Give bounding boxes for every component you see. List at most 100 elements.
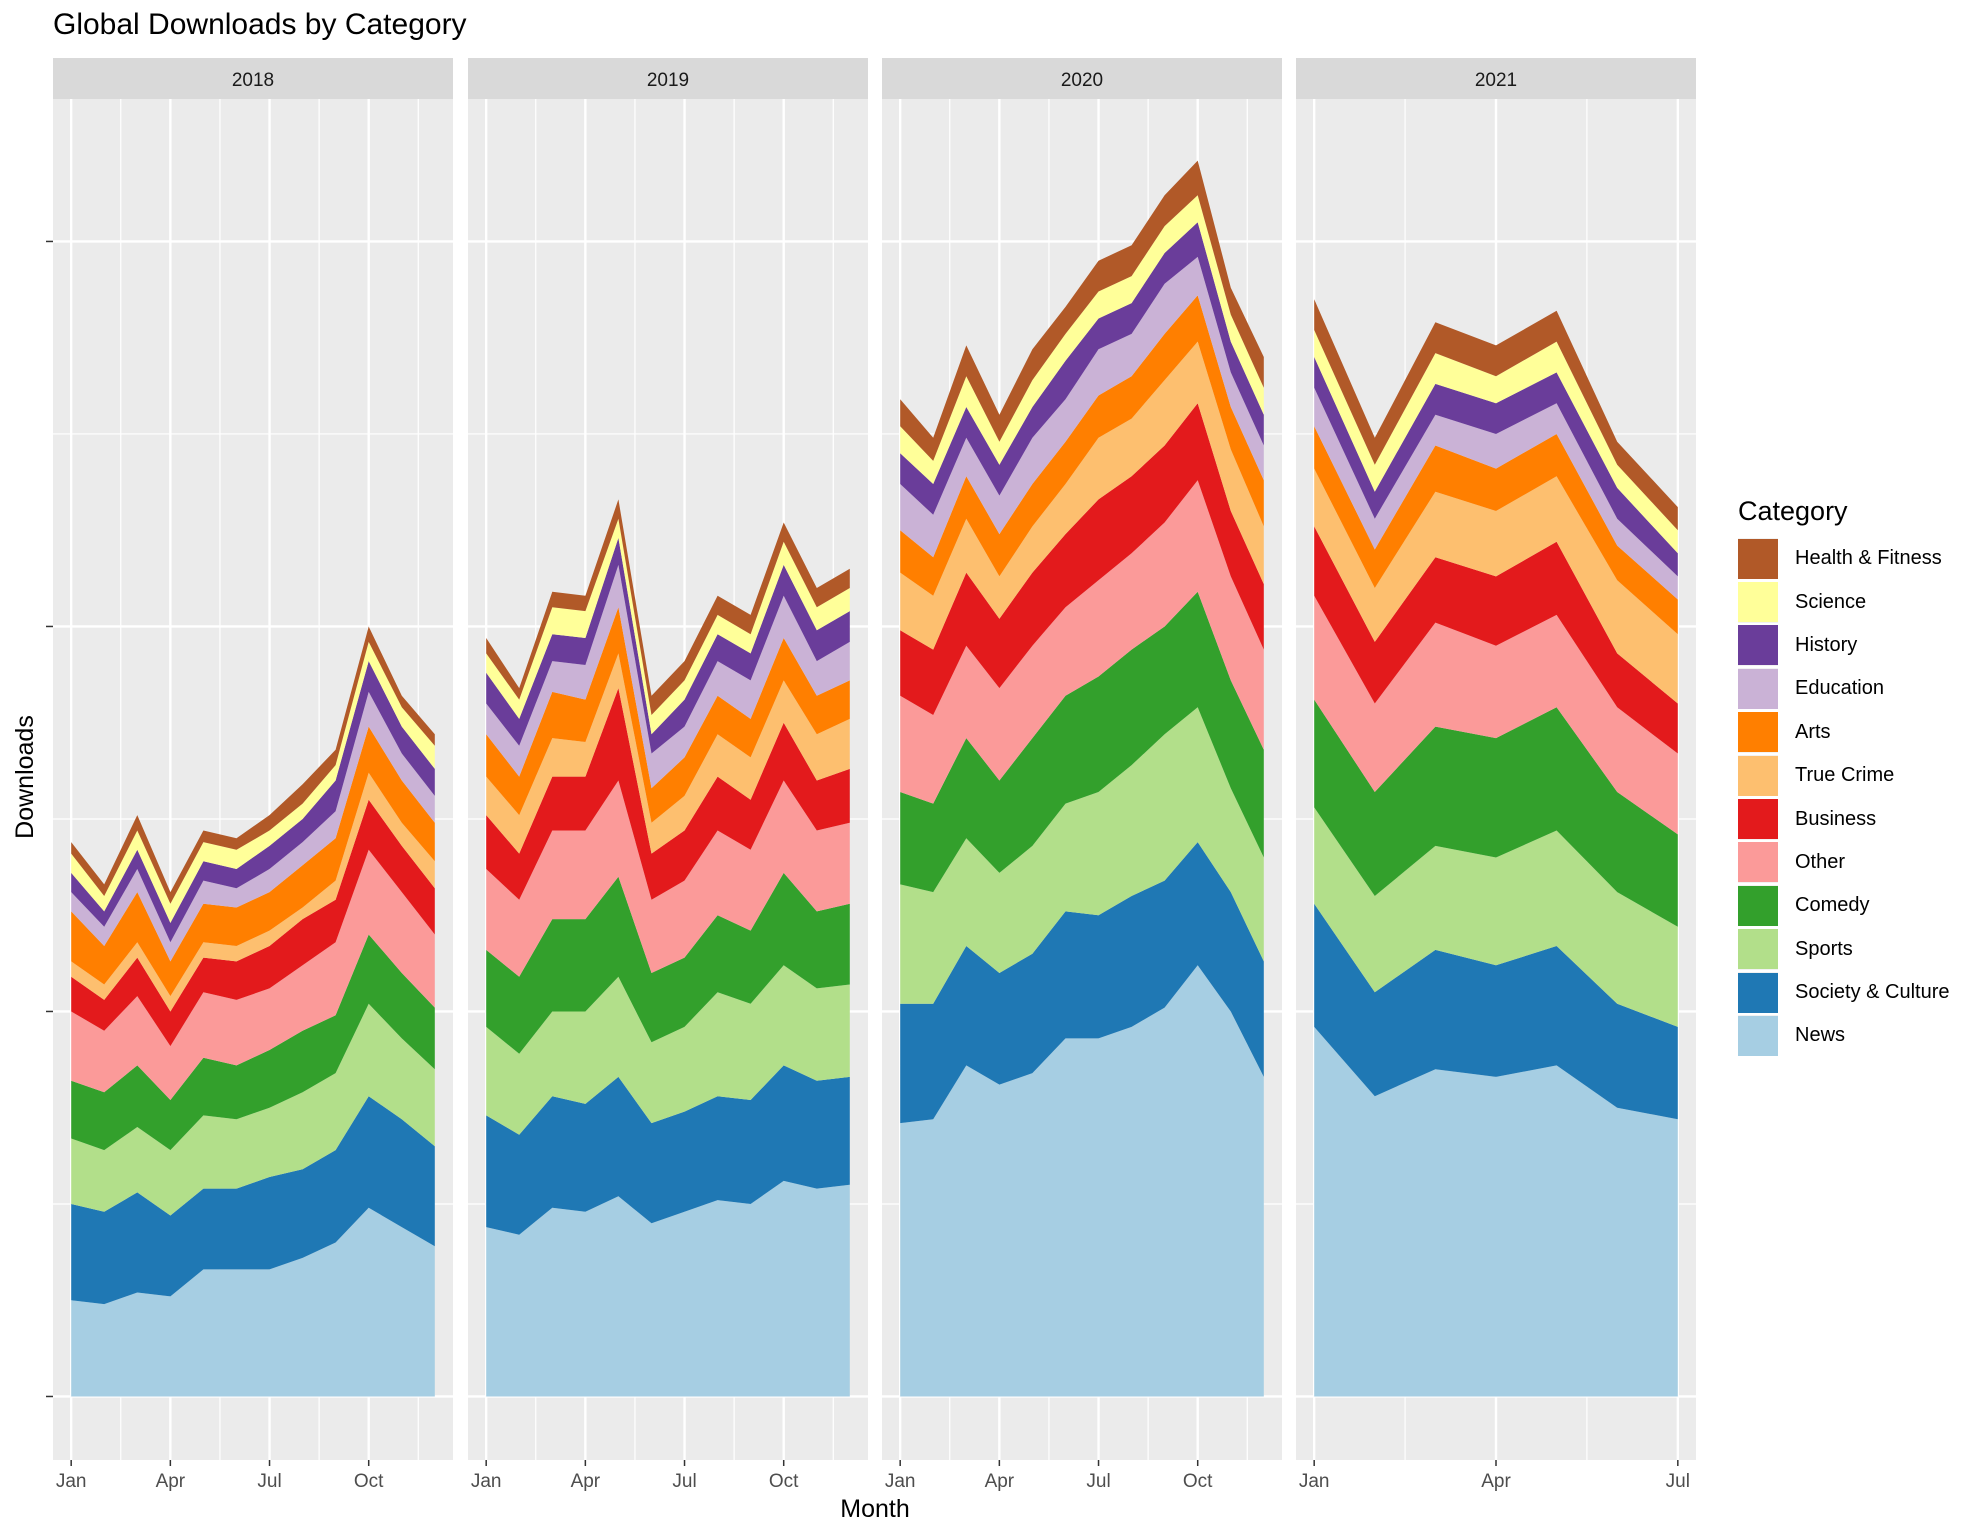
facet-strip-label: 2021 [1475,70,1517,91]
area-news-2019 [486,1180,850,1397]
legend-item: Arts [1738,711,1950,754]
legend-swatch [1738,929,1778,970]
area-health-fitness-2019 [486,499,850,715]
legend-swatch [1738,538,1778,579]
facet-strip [882,58,1282,99]
legend-key [1738,624,1778,666]
legend-key [1738,1015,1778,1057]
legend-key [1738,928,1778,970]
area-society-culture-2020 [900,842,1264,1124]
area-arts-2018 [71,726,435,997]
legend-swatch [1738,712,1778,753]
area-arts-2021 [1314,426,1678,635]
x-tick-label: Oct [354,1471,384,1492]
area-society-culture-2021 [1314,903,1678,1120]
x-tick-label: Jan [885,1471,916,1492]
legend-label: Other [1795,850,1846,873]
area-other-2020 [900,480,1264,804]
area-science-2019 [486,518,850,735]
area-business-2020 [900,403,1264,715]
legend-swatch [1738,842,1778,883]
area-comedy-2018 [71,934,435,1151]
legend-label: Comedy [1795,894,1870,917]
area-true-crime-2021 [1314,468,1678,704]
area-arts-2020 [900,295,1264,596]
legend-label: Society & Culture [1795,981,1950,1004]
area-history-2018 [71,661,435,943]
legend-key [1738,711,1778,753]
area-comedy-2020 [900,591,1264,893]
area-sports-2020 [900,707,1264,1004]
legend-label: Business [1795,807,1877,830]
area-science-2018 [71,641,435,923]
x-tick-label: Jul [1666,1471,1690,1492]
facet-strip [1296,58,1696,99]
legend-item: Comedy [1738,884,1950,927]
legend-item: History [1738,624,1950,667]
x-tick-label: Jul [257,1471,281,1492]
area-society-culture-2019 [486,1065,850,1235]
facet-panels: 2018 Jan Apr Jul Oct 2019 Jan Apr Jul Oct 2020 Jan A… [53,58,1696,1492]
x-tick-label: Jul [672,1471,696,1492]
facet-strip-label: 2020 [1061,70,1103,91]
area-comedy-2021 [1314,699,1678,927]
facet-strip [468,58,868,99]
legend-key [1738,668,1778,710]
legend-item: News [1738,1014,1950,1057]
area-arts-2019 [486,607,850,823]
legend-key [1738,841,1778,883]
facet-strip-label: 2019 [647,70,689,91]
area-history-2020 [900,222,1264,515]
legend-key [1738,885,1778,927]
legend-item: Society & Culture [1738,971,1950,1014]
area-other-2021 [1314,595,1678,835]
legend-label: Sports [1795,937,1853,960]
area-sports-2019 [486,965,850,1135]
x-tick-label: Apr [571,1471,601,1492]
area-other-2019 [486,780,850,977]
legend-label: Science [1795,590,1867,613]
area-education-2018 [71,691,435,962]
legend-key [1738,755,1778,797]
panel-2020: 2020 Jan Apr Jul Oct [882,58,1282,1492]
x-tick-label: Jan [1299,1471,1330,1492]
legend-swatch [1738,972,1778,1013]
legend-key [1738,972,1778,1014]
legend-swatch [1738,625,1778,666]
area-true-crime-2018 [71,772,435,1012]
area-other-2018 [71,849,435,1100]
legend-item: Sports [1738,928,1950,971]
area-business-2021 [1314,526,1678,754]
panel-2018: 2018 Jan Apr Jul Oct [53,58,453,1492]
legend-item: Education [1738,667,1950,710]
y-axis [46,240,53,1398]
legend-swatch [1738,885,1778,926]
legend-swatch [1738,582,1778,623]
legend-item: Science [1738,580,1950,623]
area-sports-2018 [71,1003,435,1216]
legend-key [1738,798,1778,840]
panel-2021: 2021 Jan Apr Jul [1296,58,1696,1492]
legend-label: Education [1795,677,1884,700]
legend-item: Health & Fitness [1738,537,1950,580]
x-tick-label: Oct [1183,1471,1213,1492]
legend-label: History [1795,633,1858,656]
area-society-culture-2018 [71,1096,435,1305]
chart-title: Global Downloads by Category [53,8,467,41]
legend-swatch [1738,799,1778,840]
area-science-2020 [900,195,1264,485]
legend-item: Other [1738,841,1950,884]
area-business-2019 [486,688,850,900]
legend-label: Health & Fitness [1795,547,1942,570]
x-tick-label: Oct [769,1471,799,1492]
x-tick-label: Jan [471,1471,502,1492]
x-tick-label: Jan [56,1471,87,1492]
area-true-crime-2019 [486,653,850,854]
area-science-2021 [1314,330,1678,554]
legend-label: True Crime [1795,764,1895,787]
legend-item: True Crime [1738,754,1950,797]
area-news-2021 [1314,1026,1678,1397]
area-education-2020 [900,256,1264,558]
area-health-fitness-2021 [1314,299,1678,531]
area-news-2018 [71,1207,435,1397]
